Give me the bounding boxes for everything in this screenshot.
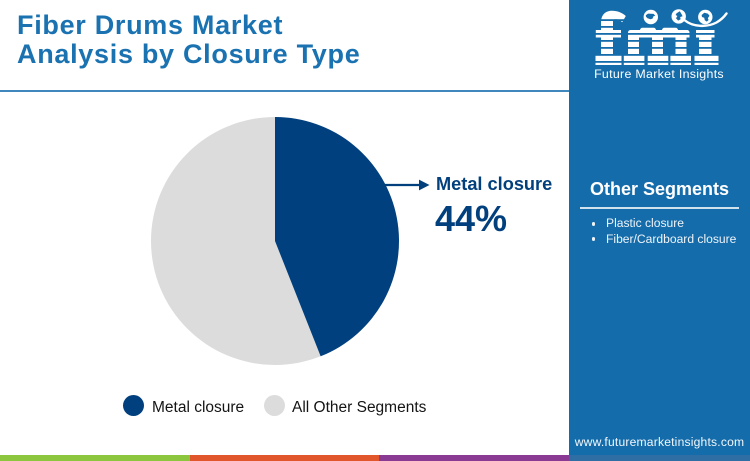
svg-text:Future Market Insights: Future Market Insights <box>594 67 724 81</box>
